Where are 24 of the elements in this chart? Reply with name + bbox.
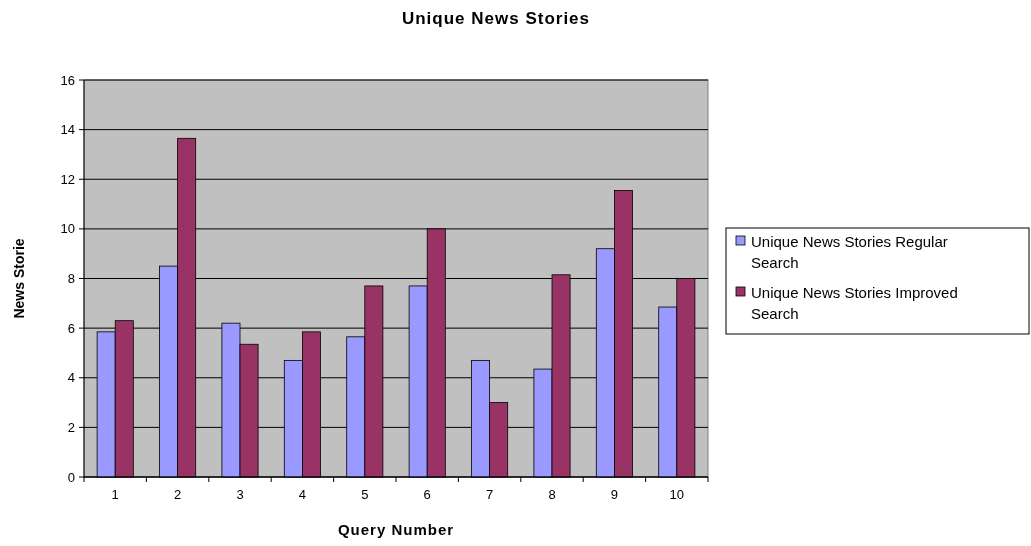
y-tick-label: 2 bbox=[67, 419, 75, 435]
x-tick-label: 10 bbox=[669, 487, 685, 502]
y-tick-label: 0 bbox=[67, 469, 75, 485]
chart-title: Unique News Stories bbox=[401, 9, 591, 28]
x-axis-title: Query Number bbox=[337, 521, 455, 538]
x-tick-label: 2 bbox=[173, 487, 182, 502]
x-tick-label: 3 bbox=[236, 487, 244, 502]
x-tick-label: 7 bbox=[485, 487, 494, 502]
y-tick-label: 8 bbox=[67, 271, 75, 287]
legend-label: Unique News Stories Improved Search bbox=[751, 284, 958, 323]
y-tick-label: 6 bbox=[67, 320, 75, 336]
y-tick-label: 16 bbox=[60, 72, 75, 88]
y-tick-label: 14 bbox=[60, 122, 75, 138]
x-tick-label: 8 bbox=[548, 487, 556, 502]
y-tick-label: 10 bbox=[60, 221, 75, 237]
legend-label: Unique News Stories Regular Search bbox=[751, 233, 948, 272]
y-axis-title: News Storie bbox=[11, 238, 27, 319]
x-tick-label: 5 bbox=[361, 487, 369, 502]
x-tick-label: 4 bbox=[298, 487, 307, 502]
x-tick-label: 1 bbox=[111, 487, 119, 502]
x-tick-label: 6 bbox=[423, 487, 431, 502]
y-tick-label: 12 bbox=[60, 171, 75, 187]
x-tick-label: 9 bbox=[610, 487, 619, 502]
y-tick-label: 4 bbox=[67, 370, 75, 386]
